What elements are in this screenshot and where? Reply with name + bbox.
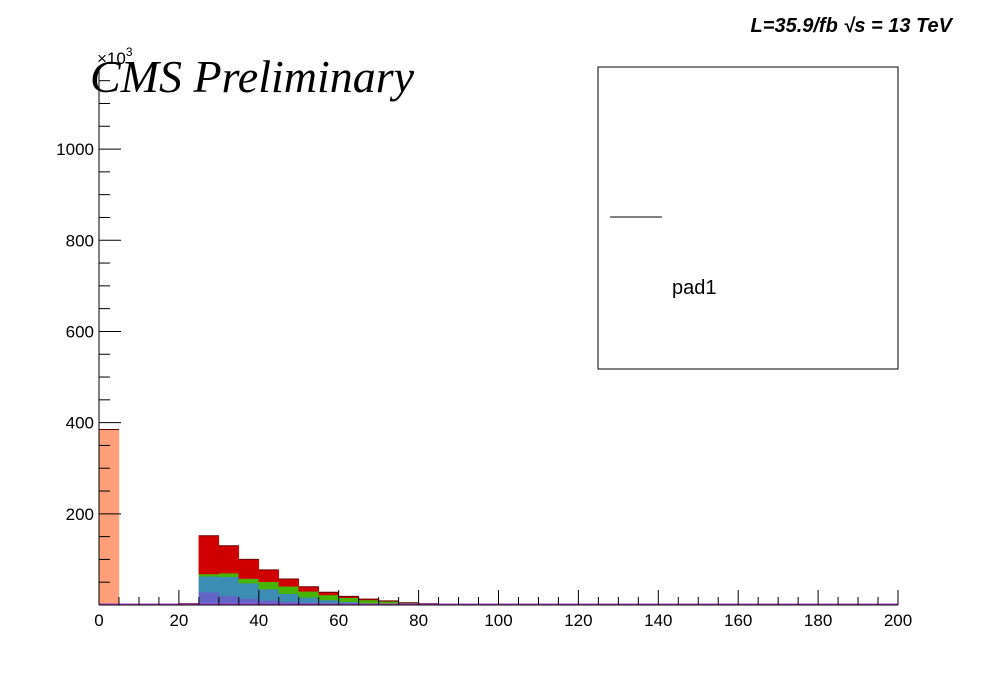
bar-series3-bin7 xyxy=(238,578,260,584)
bar-series3-bin8 xyxy=(258,581,280,590)
bar-series4-bin6 xyxy=(218,545,240,574)
bar-series2-bin6 xyxy=(218,576,240,597)
bar-series1-bin5 xyxy=(198,591,220,606)
bar-series3-bin11 xyxy=(318,594,339,601)
bar-series3-bin10 xyxy=(298,591,319,598)
bar-series3-bin9 xyxy=(278,586,299,594)
x-tick-label-60: 60 xyxy=(329,611,348,630)
bar-series2-bin7 xyxy=(238,582,260,599)
y-tick-label-800: 800 xyxy=(66,231,94,250)
bar-series3-bin5 xyxy=(198,573,220,577)
bar-series4-bin9 xyxy=(278,578,299,587)
y-tick-label-400: 400 xyxy=(66,414,94,433)
bar-series3-bin12 xyxy=(338,597,359,603)
x-tick-label-120: 120 xyxy=(564,611,592,630)
bar-series3-bin6 xyxy=(218,572,240,577)
bar-series2-bin11 xyxy=(318,599,339,604)
axes: 0 20 40 60 80 100 120 140 160 180 200 200 400 600 800 1… xyxy=(56,67,912,630)
x-tick-label-20: 20 xyxy=(169,611,188,630)
bar-series3-bin13 xyxy=(358,599,379,604)
histogram-bars xyxy=(98,428,898,606)
y-axis-exponent-base: ×10 xyxy=(97,49,126,68)
bar-series2-bin5 xyxy=(198,576,220,593)
luminosity-energy-label: L=35.9/fb √s = 13 TeV xyxy=(751,15,954,37)
bar-series0-bin0 xyxy=(98,429,120,606)
y-tick-label-200: 200 xyxy=(66,505,94,524)
bar-series4-bin5 xyxy=(198,535,220,575)
y-tick-label-600: 600 xyxy=(66,322,94,341)
bar-series2-bin10 xyxy=(298,596,319,603)
y-axis-exponent-power: 3 xyxy=(126,45,133,59)
y-axis-exponent: ×103 xyxy=(97,45,133,68)
x-tick-label-140: 140 xyxy=(644,611,672,630)
legend-box xyxy=(597,66,899,370)
bar-series4-bin8 xyxy=(258,569,280,582)
bar-series4-bin10 xyxy=(298,586,319,592)
bar-series4-bin7 xyxy=(238,559,260,579)
x-tick-label-100: 100 xyxy=(484,611,512,630)
x-tick-label-0: 0 xyxy=(94,611,103,630)
x-tick-label-200: 200 xyxy=(884,611,912,630)
x-tick-label-180: 180 xyxy=(804,611,832,630)
y-tick-label-1000: 1000 xyxy=(56,140,94,159)
bar-series2-bin9 xyxy=(278,593,299,603)
bar-series2-bin8 xyxy=(258,588,280,601)
x-tick-label-40: 40 xyxy=(249,611,268,630)
cms-preliminary-label: CMS Preliminary xyxy=(90,51,415,102)
x-tick-label-80: 80 xyxy=(409,611,428,630)
legend-label: pad1 xyxy=(672,277,717,299)
x-tick-label-160: 160 xyxy=(724,611,752,630)
bar-series3-bin14 xyxy=(378,601,399,604)
